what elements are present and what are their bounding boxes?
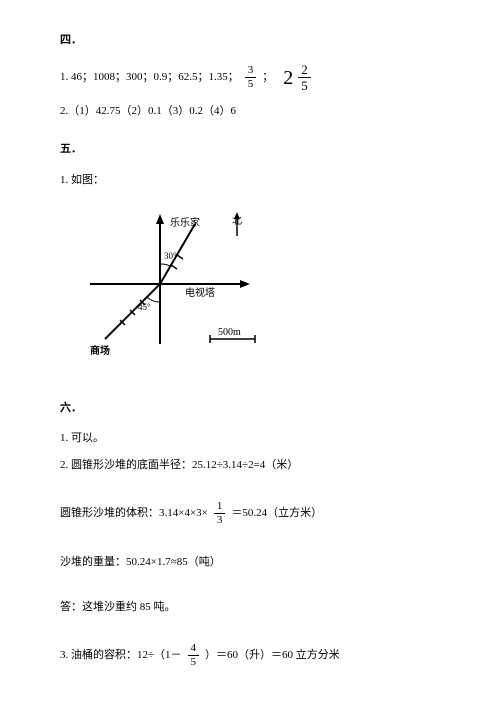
frac-num: 1 (214, 501, 226, 514)
s5-line-1: 1. 如图： (60, 172, 450, 189)
s6-l4: 沙堆的重量：50.24×1.7≈85（吨） (60, 554, 450, 571)
section-5-heading: 五． (60, 141, 450, 158)
frac-den: 5 (248, 78, 254, 90)
s4-sep: ； (262, 69, 273, 86)
s4-line-1: 1. 46；1008；300；0.9；62.5；1.35； 3 5 ； 2 2 … (60, 63, 450, 93)
frac-den: 5 (191, 656, 197, 668)
frac-num: 4 (188, 643, 200, 656)
direction-diagram: 乐乐家 北 电视塔 商场 30° 45° 500m (70, 204, 450, 380)
angle-30: 30° (164, 251, 177, 261)
s6-l6-prefix: 3. 油桶的容积：12÷（1－ (60, 647, 182, 664)
frac-den: 3 (217, 514, 223, 526)
mixed-frac: 2 5 (298, 63, 311, 92)
label-tower: 电视塔 (185, 286, 215, 299)
frac-den: 5 (301, 78, 308, 92)
s6-l3-prefix: 圆锥形沙堆的体积：3.14×4×3× (60, 505, 208, 522)
s4-line2-text: 2.（1）42.75（2）0.1（3）0.2（4）6 (60, 103, 236, 120)
label-home: 乐乐家 (170, 216, 200, 229)
section-4-heading: 四． (60, 32, 450, 49)
angle-45: 45° (138, 302, 151, 312)
fraction-1-3: 1 3 (214, 501, 226, 526)
label-scale: 500m (218, 327, 241, 338)
label-shop: 商场 (90, 344, 110, 357)
s4-line-2: 2.（1）42.75（2）0.1（3）0.2（4）6 (60, 103, 450, 120)
s6-l1: 1. 可以。 (60, 430, 450, 447)
s6-l3: 圆锥形沙堆的体积：3.14×4×3× 1 3 ＝50.24（立方米） (60, 501, 450, 526)
s6-l3-suffix: ＝50.24（立方米） (231, 505, 322, 522)
frac-num: 2 (298, 63, 311, 78)
s4-line1-prefix: 1. 46；1008；300；0.9；62.5；1.35； (60, 69, 239, 86)
section-6-heading: 六． (60, 400, 450, 417)
fraction-4-5: 4 5 (188, 643, 200, 668)
frac-num: 3 (245, 65, 257, 78)
mixed-whole: 2 (283, 63, 293, 93)
s6-l5: 答：这堆沙重约 85 吨。 (60, 599, 450, 616)
s6-l6: 3. 油桶的容积：12÷（1－ 4 5 ）＝60（升）＝60 立方分米 (60, 643, 450, 668)
mixed-2-2-5: 2 2 5 (283, 63, 315, 93)
s6-l2: 2. 圆锥形沙堆的底面半径：25.12÷3.14÷2=4（米） (60, 457, 450, 474)
diagram-svg: 乐乐家 北 电视塔 商场 30° 45° 500m (70, 204, 290, 374)
fraction-3-5: 3 5 (245, 65, 257, 90)
s6-l6-suffix: ）＝60（升）＝60 立方分米 (205, 647, 340, 664)
